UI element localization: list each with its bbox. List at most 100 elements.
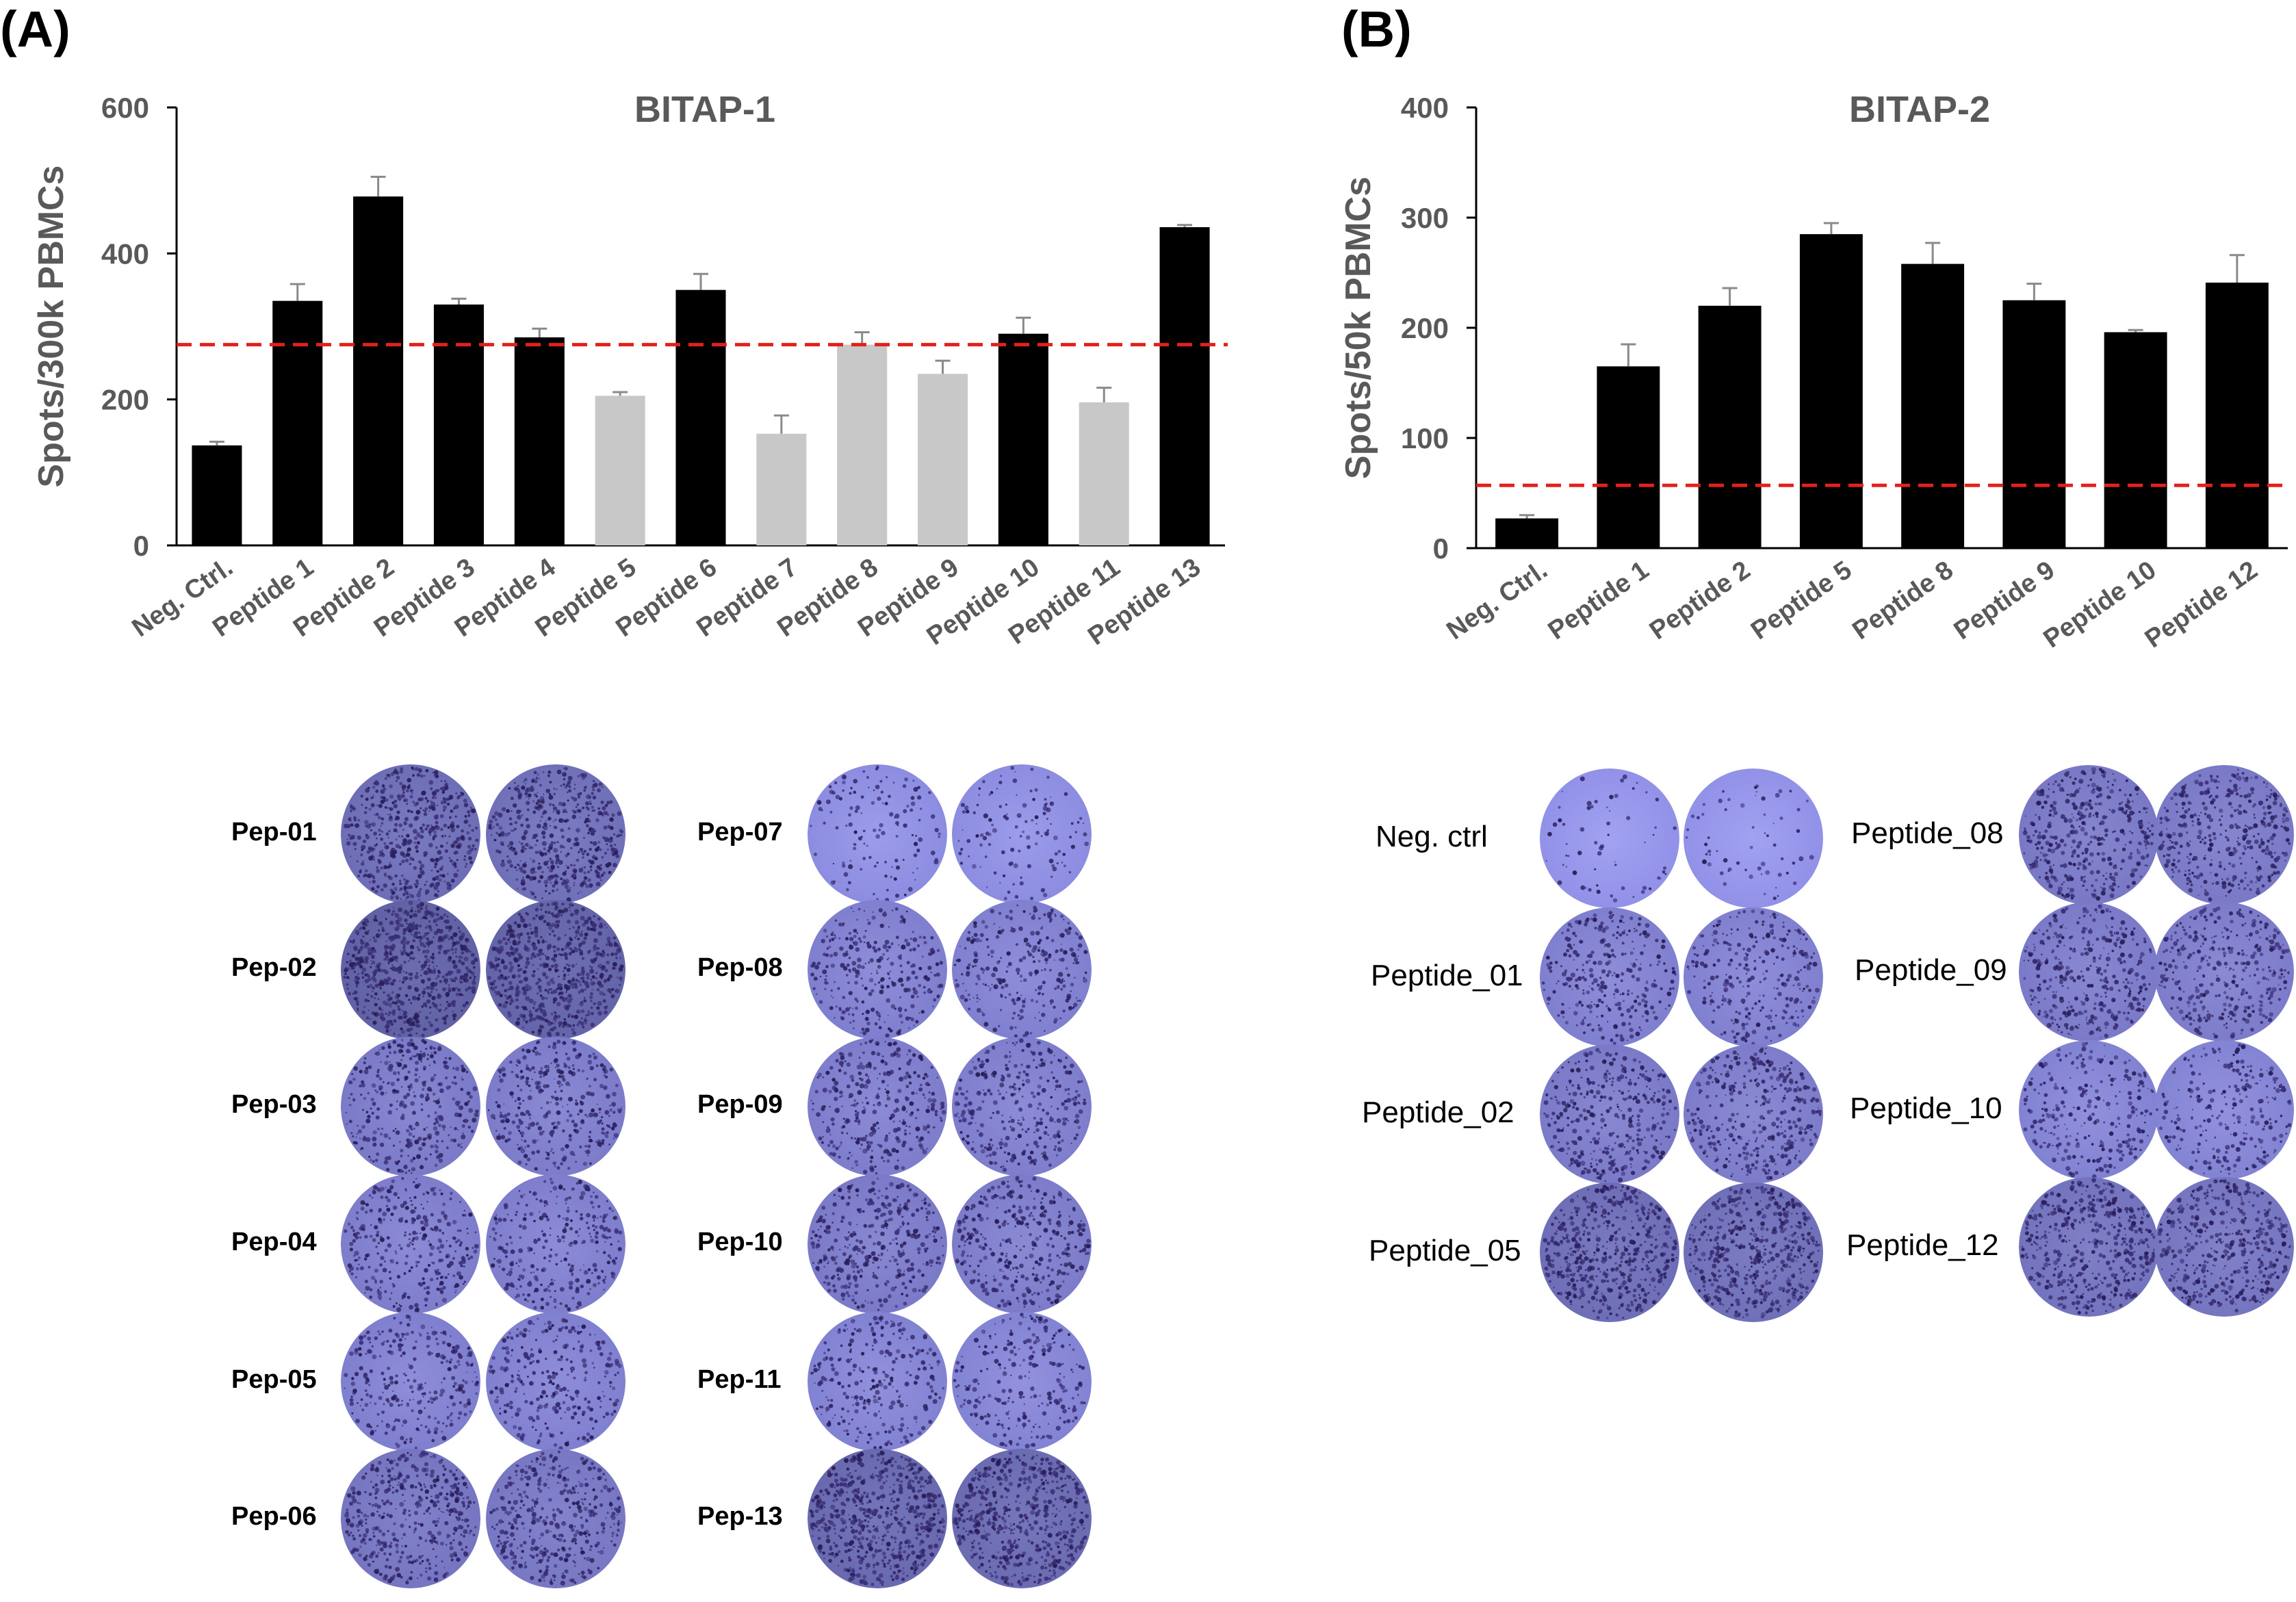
elispot-well <box>341 764 480 904</box>
elispot-well <box>1540 907 1679 1047</box>
chartb-bar <box>2205 282 2269 548</box>
charta-bar <box>192 445 242 545</box>
well-label: Pep-11 <box>697 1365 782 1394</box>
well-label: Pep-10 <box>697 1228 783 1256</box>
charta-bar <box>272 300 323 545</box>
elispot-well <box>1684 1183 1823 1322</box>
elispot-well <box>486 1037 625 1176</box>
elispot-well <box>1540 1044 1679 1184</box>
elispot-well <box>341 1174 480 1314</box>
chartb-bar <box>1597 366 1660 548</box>
elispot-well <box>808 1037 947 1176</box>
well-label: Peptide_09 <box>1855 953 2007 987</box>
chartb-y-tick-label: 400 <box>1401 92 1449 124</box>
elispot-well <box>486 1449 625 1588</box>
chartb-title: BITAP-2 <box>1849 89 1990 130</box>
chartb-x-tick-label: Peptide 10 <box>2039 556 2162 654</box>
elispot-well <box>1540 1183 1679 1322</box>
charta-y-tick-label: 600 <box>101 92 149 124</box>
well-label: Pep-02 <box>231 953 317 982</box>
elispot-well <box>486 900 625 1039</box>
bar-chart-bitap-2: BITAP-2 Spots/50k PBMCs 0 100 200 300 400 Neg. … <box>1341 89 2291 654</box>
panel-label-b: (B) <box>1341 1 1412 57</box>
well-label: Peptide_01 <box>1371 959 1523 992</box>
elispot-well <box>808 900 947 1039</box>
well-label: Peptide_10 <box>1850 1091 2002 1125</box>
charta-bar <box>1079 402 1129 545</box>
elispot-well <box>808 764 947 904</box>
charta-bar <box>998 333 1048 545</box>
well-label: Pep-07 <box>697 818 783 847</box>
chartb-y-tick-label: 0 <box>1433 532 1449 565</box>
chartb-y-tick-label: 200 <box>1401 312 1449 344</box>
elispot-well <box>952 1037 1092 1176</box>
elispot-well <box>952 1312 1092 1451</box>
charta-title: BITAP-1 <box>634 89 775 130</box>
charta-bar <box>1159 227 1210 545</box>
well-label: Pep-01 <box>231 818 317 847</box>
panel-label-a: (A) <box>0 1 70 57</box>
elispot-well <box>952 764 1092 904</box>
well-label: Pep-09 <box>697 1090 783 1119</box>
elispot-well <box>952 1449 1092 1588</box>
chartb-bar <box>2002 300 2066 548</box>
well-label: Pep-06 <box>231 1502 317 1531</box>
elispot-well <box>952 900 1092 1039</box>
chartb-bar <box>1901 263 1965 548</box>
chartb-bar <box>2104 332 2167 548</box>
elispot-well <box>2019 1040 2158 1180</box>
charta-y-axis-label: Spots/300k PBMCs <box>31 165 71 487</box>
elispot-well <box>2019 1177 2158 1317</box>
charta-bar <box>837 344 888 545</box>
elispot-well <box>808 1312 947 1451</box>
well-label: Pep-03 <box>231 1090 317 1119</box>
chartb-y-tick-label: 100 <box>1401 422 1449 454</box>
well-label: Neg. ctrl <box>1376 820 1488 853</box>
charta-bar <box>675 289 726 545</box>
chartb-x-tick-label: Peptide 1 <box>1543 556 1654 645</box>
chartb-bar <box>1799 234 1863 548</box>
elispot-well <box>1684 907 1823 1047</box>
well-label: Peptide_05 <box>1369 1234 1521 1267</box>
well-label: Peptide_12 <box>1846 1228 1999 1262</box>
charta-bar <box>514 337 565 545</box>
charta-y-tick-label: 0 <box>133 530 149 562</box>
well-label: Peptide_08 <box>1851 816 2004 850</box>
chartb-bar <box>1698 305 1762 548</box>
elispot-well <box>2019 765 2158 905</box>
charta-bar <box>756 433 807 545</box>
charta-bar <box>595 396 645 545</box>
chartb-x-tick-label: Peptide 8 <box>1847 556 1958 645</box>
chartb-y-tick-label: 300 <box>1401 202 1449 234</box>
chartb-x-tick-label: Peptide 2 <box>1644 556 1755 645</box>
elispot-well <box>2154 1177 2294 1317</box>
elispot-well <box>486 1312 625 1451</box>
charta-bar <box>433 305 484 545</box>
elispot-well <box>1684 1044 1823 1184</box>
chartb-y-axis-label: Spots/50k PBMCs <box>1341 177 1378 479</box>
elispot-well <box>1684 768 1823 908</box>
charta-y-tick-label: 200 <box>101 384 149 416</box>
chartb-x-tick-label: Neg. Ctrl. <box>1441 556 1552 645</box>
elispot-well <box>1540 768 1679 908</box>
elispot-well <box>486 764 625 904</box>
elispot-well <box>808 1174 947 1314</box>
elispot-well <box>341 900 480 1039</box>
charta-bar <box>353 196 404 545</box>
elispot-well <box>952 1174 1092 1314</box>
elispot-well <box>2154 765 2294 905</box>
elispot-well <box>808 1449 947 1588</box>
well-label: Pep-13 <box>697 1502 783 1531</box>
well-label: Pep-04 <box>231 1228 317 1256</box>
elispot-well <box>2154 902 2294 1042</box>
charta-bar <box>918 374 968 545</box>
elispot-well <box>2154 1040 2294 1180</box>
well-label: Peptide_02 <box>1362 1096 1514 1129</box>
chartb-x-tick-label: Peptide 5 <box>1746 556 1857 645</box>
chartb-bar <box>1495 518 1559 548</box>
elispot-well <box>341 1449 480 1588</box>
elispot-well <box>2019 902 2158 1042</box>
well-label: Pep-05 <box>231 1365 317 1394</box>
charta-y-tick-label: 400 <box>101 237 149 270</box>
